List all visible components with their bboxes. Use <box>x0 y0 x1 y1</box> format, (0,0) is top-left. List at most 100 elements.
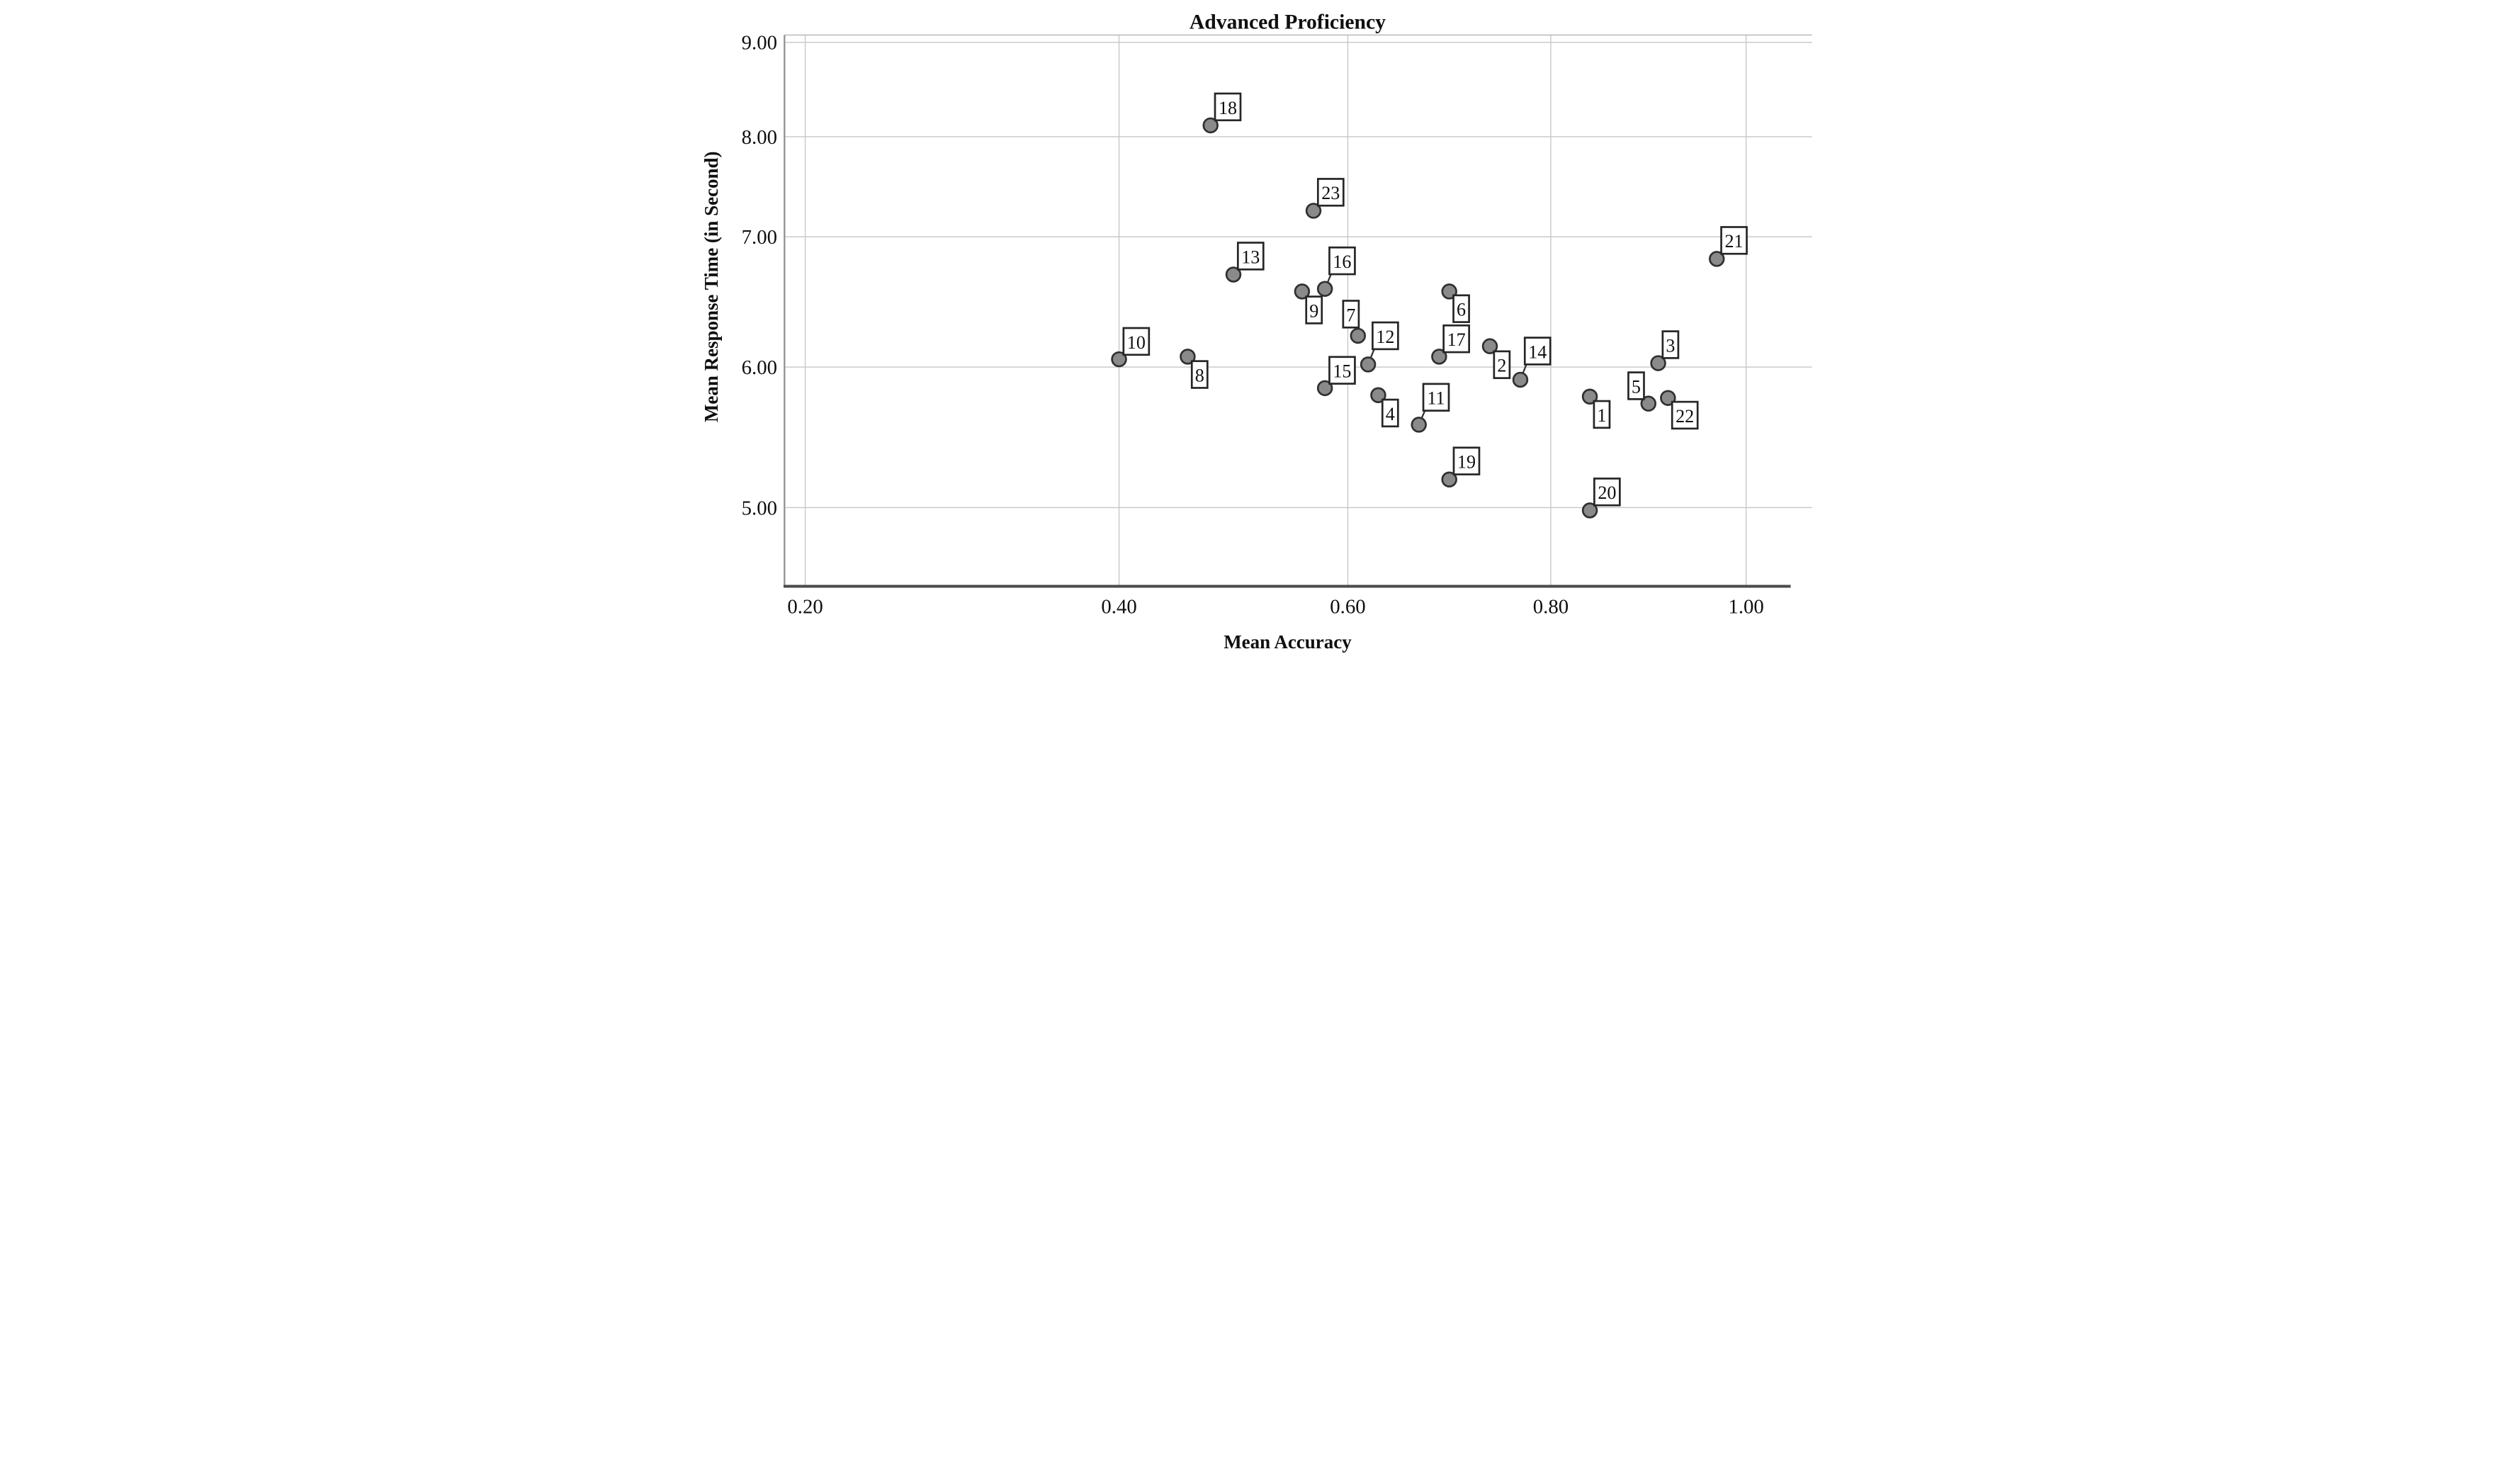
data-point-group: 7 <box>1342 300 1366 344</box>
point-label-text: 9 <box>1309 300 1318 321</box>
point-label-box <box>1492 350 1510 379</box>
point-label-text: 14 <box>1528 342 1547 362</box>
data-point-dot <box>1294 283 1310 300</box>
data-point-group: 3 <box>1649 330 1679 371</box>
point-label-text: 23 <box>1321 183 1340 203</box>
point-label-box <box>1236 242 1265 271</box>
point-label-text: 12 <box>1376 327 1394 347</box>
point-label-box <box>1328 356 1356 385</box>
y-tick-label: 8.00 <box>741 126 776 149</box>
point-label-box <box>1328 246 1356 276</box>
data-point-group: 2 <box>1481 338 1510 379</box>
y-axis-tick-labels: 9.00 8.00 7.00 6.00 5.00 <box>741 32 776 520</box>
point-label-box <box>1593 400 1610 429</box>
point-label-text: 21 <box>1724 231 1743 252</box>
point-label-text: 17 <box>1447 329 1465 350</box>
point-label-text: 8 <box>1194 365 1204 385</box>
point-label-text: 5 <box>1631 376 1640 397</box>
point-label-box <box>1523 337 1552 366</box>
data-point-group: 11 <box>1410 383 1450 433</box>
point-label-text: 11 <box>1427 388 1445 409</box>
point-label-box <box>1593 478 1621 507</box>
x-axis-tick-labels: 0.20 0.40 0.60 0.80 1.00 <box>787 596 1763 619</box>
point-label-text: 13 <box>1241 247 1260 267</box>
data-point-group: 15 <box>1316 356 1356 397</box>
data-point-dot <box>1708 251 1725 267</box>
y-tick-label: 7.00 <box>741 226 776 249</box>
x-tick-label: 0.60 <box>1330 596 1365 619</box>
data-point-group: 22 <box>1659 390 1699 430</box>
point-label-box <box>1371 321 1399 351</box>
point-label-box <box>1671 400 1699 430</box>
y-tick-label: 5.00 <box>741 497 776 519</box>
data-point-dot <box>1512 371 1528 388</box>
point-label-text: 1 <box>1597 405 1606 426</box>
point-label-text: 4 <box>1385 404 1394 424</box>
data-point-dot <box>1316 281 1333 297</box>
y-tick-label: 9.00 <box>741 32 776 55</box>
point-label-text: 15 <box>1333 361 1351 382</box>
data-point-dot <box>1110 351 1127 368</box>
point-label-box <box>1442 324 1470 354</box>
data-point-group: 5 <box>1627 371 1656 412</box>
point-label-text: 7 <box>1346 305 1355 325</box>
plot-frame <box>783 34 1812 588</box>
chart-title: Advanced Proficiency <box>1189 11 1385 33</box>
data-point-group: 20 <box>1581 478 1621 519</box>
point-label-box <box>1627 371 1645 400</box>
data-point-dot <box>1360 356 1376 373</box>
point-label-box <box>1422 383 1450 412</box>
point-label-text: 3 <box>1666 335 1675 356</box>
data-point-dot <box>1481 338 1498 354</box>
data-point-group: 17 <box>1430 324 1470 365</box>
data-point-group: 1 <box>1581 388 1610 429</box>
data-point-group: 16 <box>1316 246 1356 297</box>
point-label-text: 20 <box>1598 482 1616 503</box>
data-point-group: 21 <box>1708 226 1748 267</box>
x-tick-label: 0.80 <box>1532 596 1568 619</box>
data-point-group: 19 <box>1440 446 1480 488</box>
point-label-box <box>1214 92 1241 122</box>
point-label-box <box>1121 327 1150 356</box>
point-label-box <box>1342 300 1360 329</box>
y-tick-label: 6.00 <box>741 356 776 379</box>
x-tick-label: 1.00 <box>1728 596 1763 619</box>
data-point-group: 13 <box>1225 242 1265 283</box>
data-point-group: 4 <box>1369 387 1399 428</box>
point-label-text: 18 <box>1218 98 1236 118</box>
data-point-group: 23 <box>1305 178 1345 219</box>
x-tick-label: 0.20 <box>787 596 823 619</box>
data-point-dot <box>1350 327 1366 344</box>
point-label-text: 10 <box>1126 332 1145 353</box>
data-point-dot <box>1440 471 1457 488</box>
scatter-chart: Advanced Proficiency Mean Accuracy Mean Re… <box>693 0 1827 662</box>
data-point-dot <box>1225 266 1241 283</box>
point-label-box <box>1381 398 1399 428</box>
point-label-box <box>1452 294 1470 323</box>
chart-background <box>693 0 1827 662</box>
data-point-dot <box>1305 203 1321 219</box>
point-label-box <box>1304 295 1323 324</box>
x-axis-title: Mean Accuracy <box>1224 631 1352 653</box>
data-point-group: 9 <box>1294 283 1323 324</box>
data-point-dot <box>1316 380 1333 397</box>
point-label-text: 16 <box>1333 252 1351 272</box>
data-point-dot <box>1581 502 1598 519</box>
data-point-group: 14 <box>1512 337 1552 388</box>
point-label-box <box>1661 330 1679 359</box>
x-tick-label: 0.40 <box>1101 596 1136 619</box>
data-point-group: 8 <box>1179 349 1209 389</box>
point-label-box <box>1452 446 1480 475</box>
data-point-dot <box>1202 117 1219 134</box>
scatter-plot-svg: Advanced Proficiency Mean Accuracy Mean Re… <box>693 0 1827 662</box>
gridlines <box>784 35 1812 587</box>
data-point-group: 10 <box>1110 327 1150 368</box>
point-label-text: 19 <box>1457 452 1475 473</box>
point-label-text: 2 <box>1497 356 1506 376</box>
data-point-group: 12 <box>1360 321 1399 373</box>
point-label-box <box>1719 226 1748 255</box>
point-label-text: 6 <box>1457 300 1466 320</box>
data-point-dot <box>1649 355 1666 371</box>
point-label-box <box>1316 178 1345 207</box>
